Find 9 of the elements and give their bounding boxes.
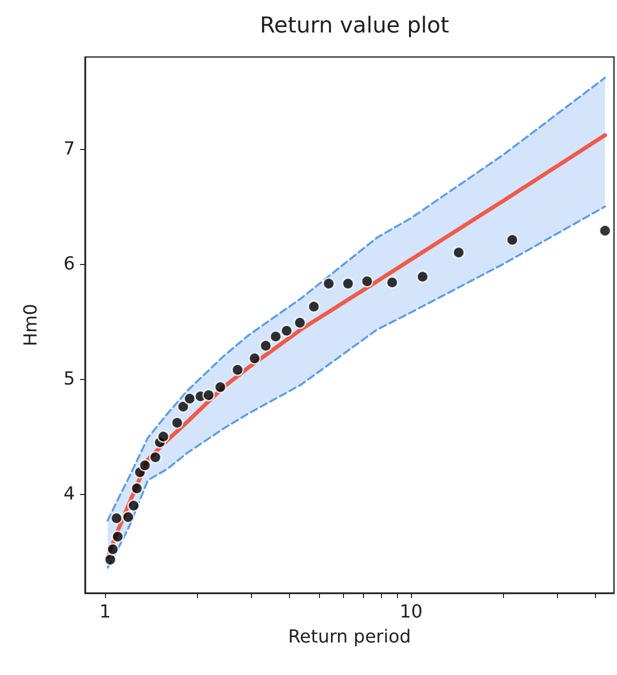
x-tick-label: 10 <box>400 602 423 622</box>
y-tick-label: 6 <box>64 254 75 275</box>
y-tick-label: 5 <box>64 368 75 390</box>
y-axis-title: Hm0 <box>20 304 42 346</box>
x-axis-title: Return period <box>288 626 411 648</box>
chart-title: Return value plot <box>260 14 450 38</box>
y-tick-label: 4 <box>64 484 75 505</box>
y-tick-label: 7 <box>64 138 75 160</box>
x-tick-label: 1 <box>99 602 111 622</box>
